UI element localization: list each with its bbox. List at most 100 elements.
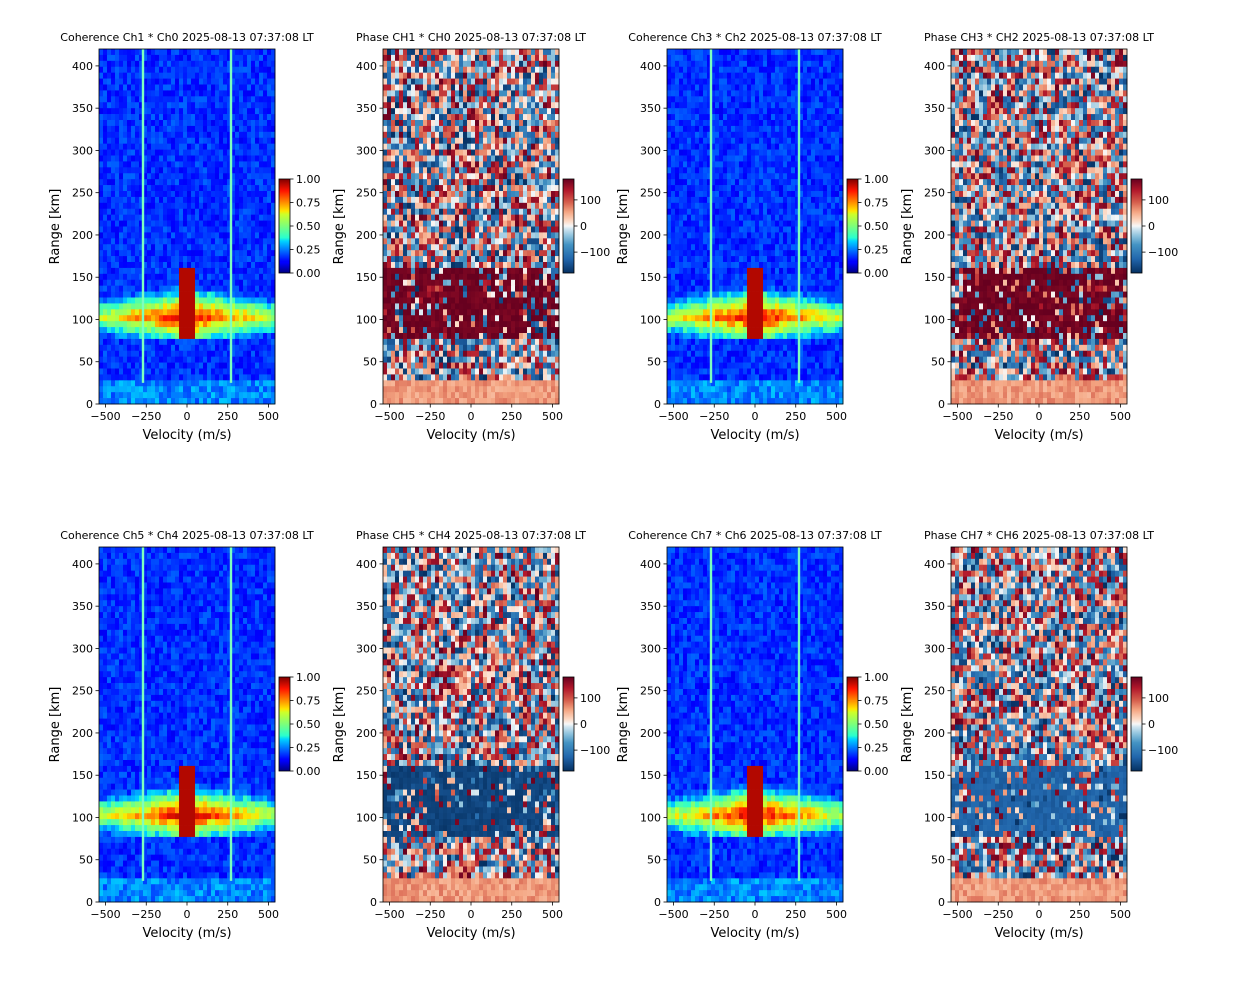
heatmap-cell <box>159 209 163 215</box>
heatmap-cell <box>383 215 387 221</box>
heatmap-cell <box>187 292 191 298</box>
heatmap-cell <box>99 274 103 280</box>
heatmap-cell <box>107 49 111 55</box>
heatmap-cell <box>195 96 199 102</box>
heatmap-cell <box>463 114 467 120</box>
heatmap-cell <box>387 96 391 102</box>
heatmap-cell <box>499 256 503 262</box>
heatmap-cell <box>119 227 123 233</box>
heatmap-cell <box>247 256 251 262</box>
heatmap-cell <box>403 79 407 85</box>
heatmap-cell <box>547 49 551 55</box>
heatmap-cell <box>403 215 407 221</box>
heatmap-cell <box>211 232 215 238</box>
heatmap-cell <box>239 215 243 221</box>
heatmap-cell <box>535 144 539 150</box>
heatmap-cell <box>239 292 243 298</box>
heatmap-cell <box>115 79 119 85</box>
heatmap-cell <box>403 173 407 179</box>
heatmap-cell <box>439 114 443 120</box>
heatmap-cell <box>499 108 503 114</box>
heatmap-cell <box>427 132 431 138</box>
heatmap-cell <box>235 179 239 185</box>
heatmap-cell <box>543 108 547 114</box>
heatmap-cell <box>263 203 267 209</box>
heatmap-cell <box>111 185 115 191</box>
heatmap-cell <box>411 262 415 268</box>
heatmap-cell <box>531 150 535 156</box>
heatmap-cell <box>387 173 391 179</box>
heatmap-cell <box>479 250 483 256</box>
heatmap-cell <box>507 114 511 120</box>
heatmap-cell <box>471 256 475 262</box>
heatmap-cell <box>215 244 219 250</box>
heatmap-cell <box>115 61 119 67</box>
heatmap-cell <box>203 286 207 292</box>
heatmap-cell <box>447 268 451 274</box>
heatmap-cell <box>191 238 195 244</box>
heatmap-cell <box>179 298 183 304</box>
heatmap-cell <box>255 244 259 250</box>
clutter-line <box>230 49 232 383</box>
heatmap-cell <box>463 221 467 227</box>
heatmap-cell <box>127 250 131 256</box>
heatmap-cell <box>199 61 203 67</box>
heatmap-cell <box>455 179 459 185</box>
heatmap-cell <box>239 61 243 67</box>
heatmap-cell <box>263 61 267 67</box>
heatmap-cell <box>151 221 155 227</box>
heatmap-cell <box>551 132 555 138</box>
heatmap-cell <box>151 96 155 102</box>
heatmap-cell <box>191 185 195 191</box>
heatmap-cell <box>171 227 175 233</box>
heatmap-cell <box>459 232 463 238</box>
heatmap-cell <box>395 339 399 345</box>
heatmap-cell <box>131 339 135 345</box>
heatmap-cell <box>391 256 395 262</box>
heatmap-cell <box>403 61 407 67</box>
heatmap-cell <box>111 55 115 61</box>
heatmap-cell <box>535 85 539 91</box>
heatmap-cell <box>251 274 255 280</box>
heatmap-cell <box>411 321 415 327</box>
heatmap-cell <box>503 79 507 85</box>
heatmap-cell <box>151 232 155 238</box>
heatmap-cell <box>99 49 103 55</box>
heatmap-cell <box>235 227 239 233</box>
heatmap-cell <box>475 268 479 274</box>
heatmap-cell <box>111 138 115 144</box>
heatmap-cell <box>127 227 131 233</box>
heatmap-cell <box>531 108 535 114</box>
heatmap-cell <box>243 167 247 173</box>
heatmap-cell <box>199 114 203 120</box>
heatmap-cell <box>159 303 163 309</box>
heatmap-cell <box>103 227 107 233</box>
heatmap-cell <box>431 132 435 138</box>
heatmap-cell <box>151 120 155 126</box>
heatmap-cell <box>103 209 107 215</box>
heatmap-cell <box>531 333 535 339</box>
heatmap-cell <box>551 203 555 209</box>
heatmap-cell <box>491 114 495 120</box>
heatmap-cell <box>447 102 451 108</box>
heatmap-cell <box>423 167 427 173</box>
heatmap-cell <box>243 215 247 221</box>
heatmap-cell <box>119 191 123 197</box>
heatmap-cell <box>123 132 127 138</box>
heatmap-cell <box>223 49 227 55</box>
heatmap-cell <box>259 380 263 386</box>
heatmap-cell <box>423 321 427 327</box>
heatmap-cell <box>471 156 475 162</box>
heatmap-cell <box>427 156 431 162</box>
heatmap-cell <box>135 150 139 156</box>
heatmap-cell <box>479 351 483 357</box>
heatmap-cell <box>107 161 111 167</box>
heatmap-cell <box>167 238 171 244</box>
heatmap-cell <box>115 167 119 173</box>
heatmap-cell <box>123 179 127 185</box>
heatmap-cell <box>519 161 523 167</box>
heatmap-cell <box>391 102 395 108</box>
heatmap-cell <box>219 315 223 321</box>
heatmap-cell <box>239 262 243 268</box>
heatmap-cell <box>503 333 507 339</box>
